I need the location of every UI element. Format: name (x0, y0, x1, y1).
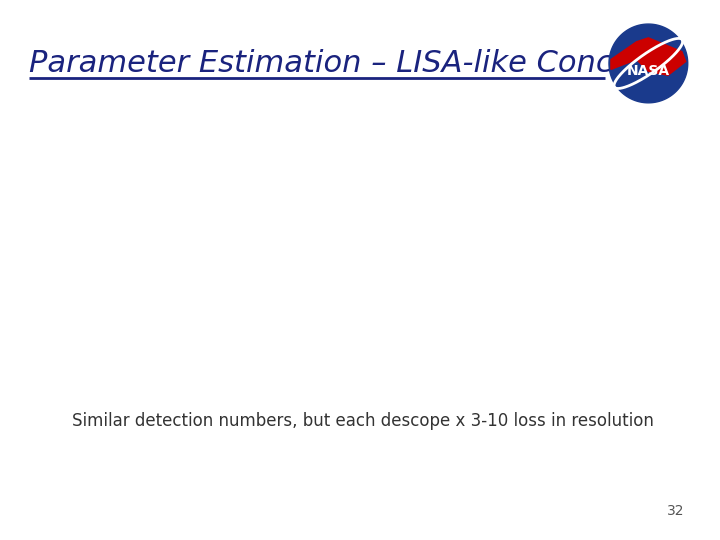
Text: Parameter Estimation – LISA-like Concepts: Parameter Estimation – LISA-like Concept… (29, 49, 678, 78)
Text: 32: 32 (667, 504, 684, 518)
Polygon shape (611, 38, 685, 75)
Text: NASA: NASA (627, 64, 670, 78)
Polygon shape (609, 24, 688, 103)
Text: Similar detection numbers, but each descope x 3-10 loss in resolution: Similar detection numbers, but each desc… (72, 412, 654, 430)
